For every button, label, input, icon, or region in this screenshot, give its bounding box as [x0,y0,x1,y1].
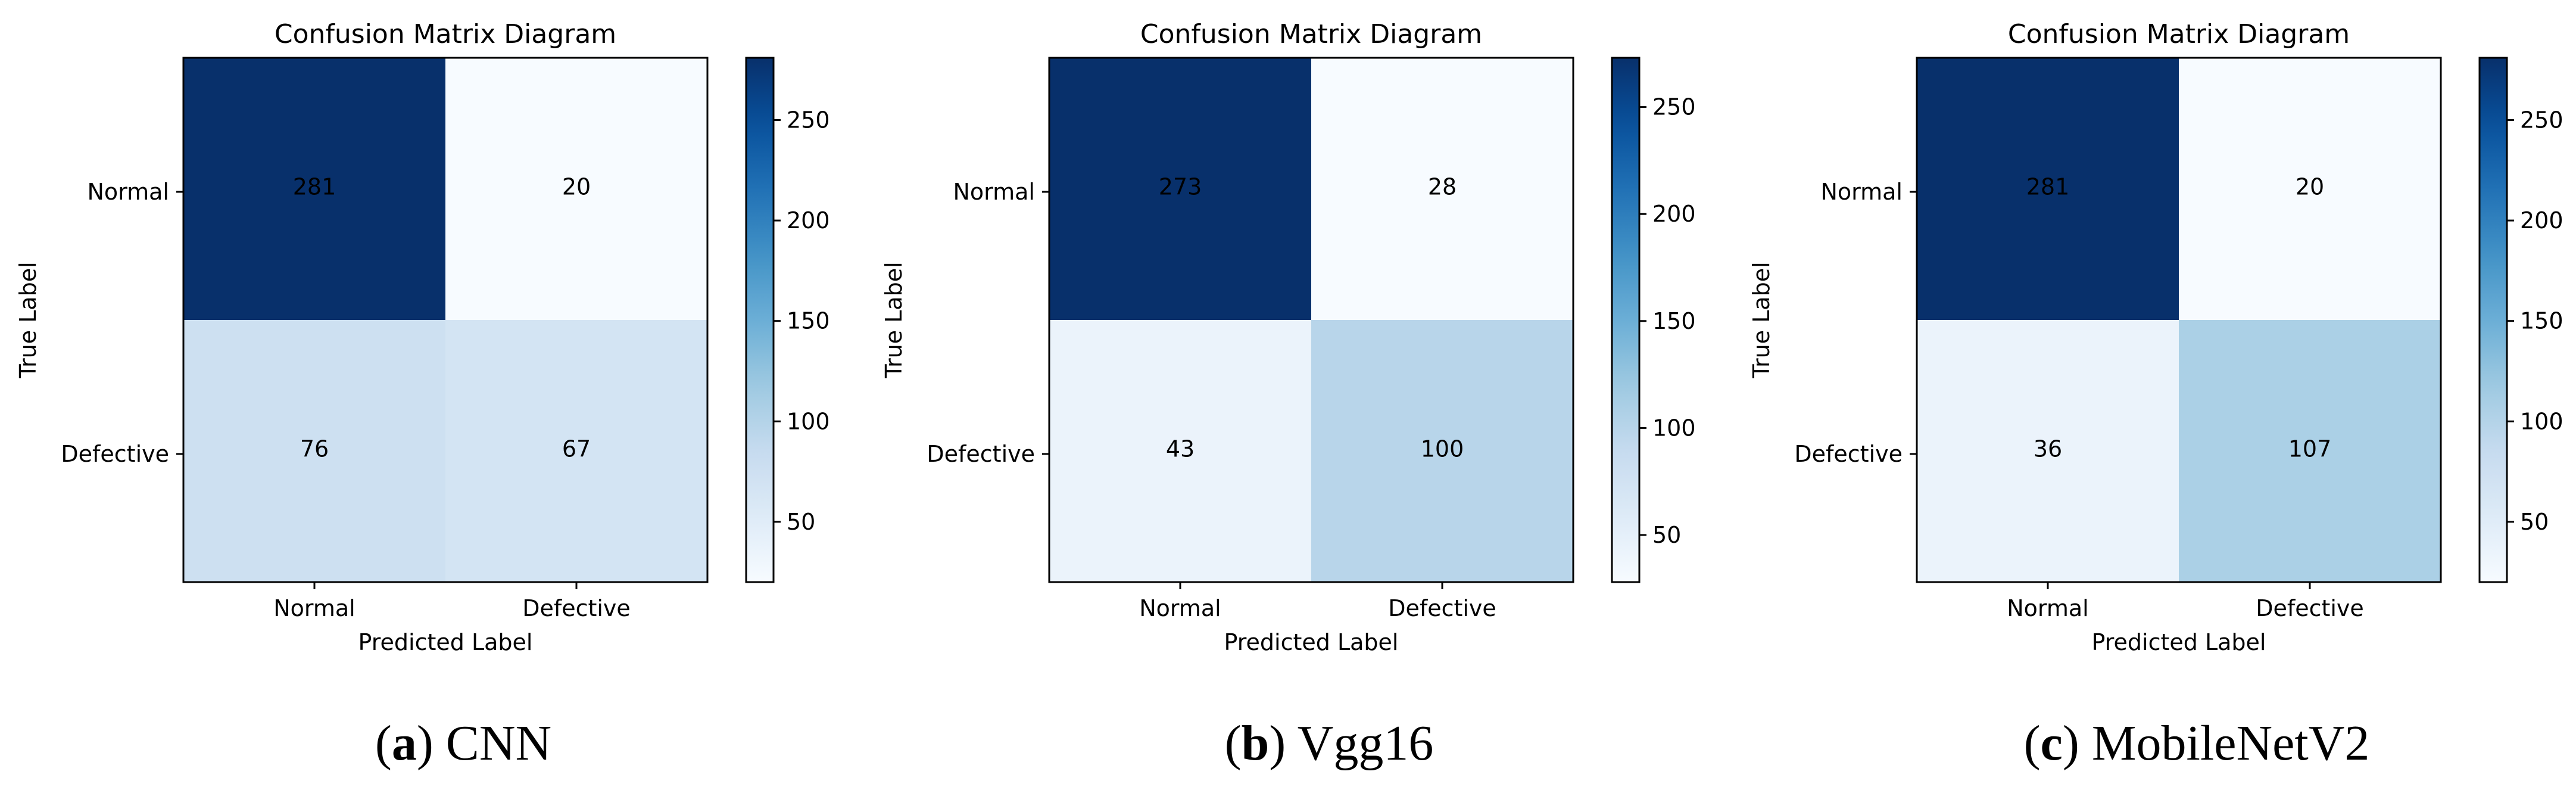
colorbar-tick-label: 150 [1652,308,1696,334]
cell-value-r1-c2: 28 [1428,174,1457,200]
colorbar-tick-label: 250 [787,107,830,133]
chart-title: Confusion Matrix Diagram [1140,19,1482,49]
colorbar-tick-label: 200 [787,207,830,234]
cell-value-r2-c1: 43 [1166,436,1195,462]
y-axis-label: True Label [1748,262,1774,378]
y-tick-label: Defective [927,441,1035,467]
caption-letter: a [392,716,417,771]
matrix-cell-r1-c1 [1049,58,1311,320]
colorbar-tick-label: 50 [2520,509,2549,535]
cell-value-r1-c1: 281 [293,174,336,200]
x-tick-label: Normal [1139,595,1221,621]
confusion-matrix-panel-1: Confusion Matrix Diagram 281 20 76 67 Normal D… [15,19,830,771]
colorbar-frame [745,57,775,583]
colorbar-tick-label: 200 [1652,201,1696,227]
y-tick-label: Defective [61,441,169,467]
y-tick-label: Defective [1794,441,1903,467]
colorbar [1612,58,1639,582]
confusion-matrix-panel-3: Confusion Matrix Diagram 281 20 36 107 Normal… [1748,19,2563,771]
matrix-cell-r2-c2 [2179,320,2441,582]
matrix-cell-r1-c2 [1311,58,1573,320]
y-tick-label: Normal [88,179,170,205]
y-axis-label: True Label [15,262,41,378]
panel-caption: (b) Vgg16 [1225,716,1434,771]
x-tick-label: Normal [2007,595,2089,621]
y-tick-label: Normal [953,179,1036,205]
cell-value-r2-c2: 100 [1421,436,1464,462]
caption-model-name: Vgg16 [1298,716,1434,771]
matrix-cell-r2-c1 [1917,320,2179,582]
x-tick-label: Defective [1388,595,1496,621]
colorbar-tick-label: 100 [1652,415,1696,441]
x-axis-label: Predicted Label [1224,629,1399,655]
colorbar-tick-label: 250 [2520,107,2563,133]
cell-value-r2-c1: 36 [2034,436,2062,462]
caption-letter: b [1242,716,1270,771]
axes-frame [1916,57,2442,583]
cell-value-r1-c1: 273 [1159,174,1202,200]
colorbar-tick-label: 200 [2520,207,2563,234]
colorbar-tick-label: 100 [2520,408,2563,434]
chart-title: Confusion Matrix Diagram [2008,19,2350,49]
cell-value-r1-c1: 281 [2026,174,2070,200]
matrix-cell-r1-c1 [1917,58,2179,320]
matrix-cell-r1-c2 [445,58,707,320]
colorbar-tick-label: 150 [2520,308,2563,334]
colorbar-frame [2478,57,2508,583]
y-axis-label: True Label [881,262,907,378]
x-axis-label: Predicted Label [358,629,533,655]
matrix-cell-r1-c1 [183,58,445,320]
cell-value-r1-c2: 20 [562,174,591,200]
colorbar-frame [1611,57,1641,583]
colorbar [2480,58,2507,582]
chart-title: Confusion Matrix Diagram [275,19,616,49]
x-tick-label: Defective [2256,595,2364,621]
colorbar [746,58,774,582]
colorbar-tick-label: 50 [787,509,815,535]
panel-caption: (a) CNN [375,716,551,771]
cell-value-r2-c1: 76 [300,436,329,462]
y-tick-label: Normal [1821,179,1903,205]
confusion-matrix-panel-2: Confusion Matrix Diagram 273 28 43 100 Normal… [881,19,1696,771]
matrix-cell-r2-c1 [183,320,445,582]
matrix-cell-r2-c2 [445,320,707,582]
matrix-cell-r1-c2 [2179,58,2441,320]
panel-caption: (c) MobileNetV2 [2024,716,2370,771]
matrix-cell-r2-c1 [1049,320,1311,582]
caption-model-name: MobileNetV2 [2092,716,2370,771]
x-tick-label: Defective [522,595,631,621]
colorbar-tick-label: 150 [787,308,830,334]
x-tick-label: Normal [273,595,355,621]
cell-value-r2-c2: 107 [2288,436,2332,462]
matrix-cell-r2-c2 [1311,320,1573,582]
caption-model-name: CNN [446,716,551,771]
cell-value-r1-c2: 20 [2296,174,2324,200]
x-axis-label: Predicted Label [2092,629,2266,655]
colorbar-tick-label: 50 [1652,522,1681,548]
caption-letter: c [2041,716,2063,771]
colorbar-tick-label: 100 [787,408,830,434]
axes-frame [182,57,709,583]
axes-frame [1048,57,1574,583]
cell-value-r2-c2: 67 [562,436,591,462]
colorbar-tick-label: 250 [1652,94,1696,120]
